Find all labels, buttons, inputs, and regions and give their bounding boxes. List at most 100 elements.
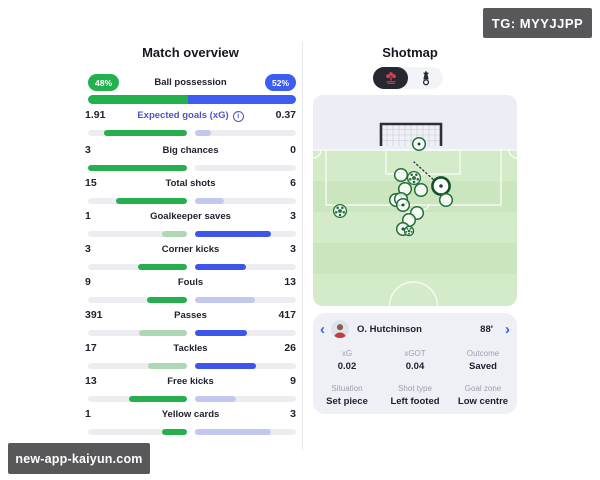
home-bar-fill bbox=[162, 429, 187, 435]
stat-value-away: 417 bbox=[278, 309, 296, 321]
team-toggle bbox=[373, 67, 443, 89]
stat-value-away: 13 bbox=[284, 276, 296, 288]
tottenham-hotspur-crest bbox=[422, 70, 429, 86]
stat-label: Yellow cards bbox=[161, 409, 220, 420]
stat-value-away: 0.37 bbox=[275, 109, 296, 121]
stat-row-goalkeeper-saves: 1 Goalkeeper saves 3 bbox=[85, 210, 296, 240]
stat-value-home: 13 bbox=[85, 375, 97, 387]
stat-label: Shot type bbox=[398, 384, 432, 393]
team-toggle-home[interactable] bbox=[373, 67, 408, 89]
info-icon[interactable]: i bbox=[232, 111, 244, 122]
shot-stat-goal-zone: Goal zone Low centre bbox=[451, 384, 515, 407]
stat-row-fouls: 9 Fouls 13 bbox=[85, 276, 296, 306]
home-bar-fill bbox=[128, 396, 187, 402]
home-bar-track bbox=[88, 297, 187, 303]
stat-label: Goalkeeper saves bbox=[150, 211, 231, 222]
home-bar-fill bbox=[147, 363, 187, 369]
away-bar-track bbox=[195, 198, 296, 204]
stat-label: xGOT bbox=[404, 349, 426, 358]
stat-label: Fouls bbox=[177, 277, 204, 288]
stat-label: Free kicks bbox=[167, 376, 214, 387]
tg-watermark-badge: TG: MYYJJPP bbox=[483, 8, 592, 38]
shot-marker[interactable] bbox=[393, 167, 409, 183]
stat-row-yellow-cards: 1 Yellow cards 3 bbox=[85, 408, 296, 438]
stat-value-home: 1.91 bbox=[85, 109, 106, 121]
possession-away-badge: 52% bbox=[265, 74, 296, 91]
away-bar-track bbox=[195, 330, 296, 336]
stat-label: Situation bbox=[331, 384, 363, 393]
away-bar-fill bbox=[195, 130, 212, 136]
chevron-right-icon[interactable]: › bbox=[505, 321, 510, 338]
stat-value: Set piece bbox=[326, 396, 368, 407]
home-bar-track bbox=[88, 165, 187, 171]
possession-label: Ball possession bbox=[154, 77, 227, 88]
stat-row-expected-goals: 1.91 Expected goals (xG) i 0.37 bbox=[85, 109, 296, 139]
away-bar-track bbox=[195, 165, 296, 171]
away-bar-fill bbox=[195, 231, 271, 237]
shot-stat-xgot: xGOT 0.04 bbox=[383, 349, 447, 372]
stat-value-home: 1 bbox=[85, 210, 91, 222]
chevron-left-icon[interactable]: ‹ bbox=[320, 321, 325, 338]
stat-value: Left footed bbox=[390, 396, 440, 407]
away-bar-fill bbox=[195, 264, 246, 270]
shot-marker-selected[interactable] bbox=[431, 176, 451, 196]
shot-detail-card: ‹ O. Hutchinson 88' › xG 0.02 xGOT 0.04 … bbox=[313, 313, 517, 414]
away-bar-track bbox=[195, 264, 296, 270]
away-bar-track bbox=[195, 231, 296, 237]
away-bar-track bbox=[195, 297, 296, 303]
stat-value-away: 3 bbox=[290, 243, 296, 255]
nottingham-forest-crest bbox=[385, 72, 396, 84]
stat-value-home: 1 bbox=[85, 408, 91, 420]
away-bar-fill bbox=[195, 396, 237, 402]
goal-marker[interactable] bbox=[332, 203, 348, 219]
goal-marker[interactable] bbox=[403, 225, 415, 237]
away-bar-track bbox=[195, 396, 296, 402]
home-bar-track bbox=[88, 363, 187, 369]
shot-stat-xg: xG 0.02 bbox=[315, 349, 379, 372]
pitch-lines bbox=[313, 149, 517, 306]
shot-marker[interactable] bbox=[411, 136, 427, 152]
panel-divider bbox=[302, 42, 303, 450]
stat-row-big-chances: 3 Big chances 0 bbox=[85, 144, 296, 174]
stat-value-home: 15 bbox=[85, 177, 97, 189]
stat-label: Big chances bbox=[162, 145, 219, 156]
home-bar-fill bbox=[146, 297, 187, 303]
shot-marker[interactable] bbox=[395, 197, 411, 213]
home-bar-fill bbox=[104, 130, 187, 136]
possession-away-segment bbox=[187, 95, 296, 104]
possession-home-badge: 48% bbox=[88, 74, 119, 91]
shot-marker[interactable] bbox=[413, 182, 429, 198]
home-bar-track bbox=[88, 330, 187, 336]
team-toggle-away[interactable] bbox=[408, 67, 443, 89]
home-bar-track bbox=[88, 396, 187, 402]
goal-marker[interactable] bbox=[406, 170, 422, 186]
shot-stat-shot-type: Shot type Left footed bbox=[383, 384, 447, 407]
stat-value-home: 3 bbox=[85, 243, 91, 255]
stat-value-away: 26 bbox=[284, 342, 296, 354]
stat-value-away: 6 bbox=[290, 177, 296, 189]
stat-label: Outcome bbox=[466, 349, 500, 358]
stat-value: 0.02 bbox=[337, 361, 357, 372]
stat-value-away: 0 bbox=[290, 144, 296, 156]
stat-label: Total shots bbox=[165, 178, 216, 189]
stat-label-text: Expected goals (xG) bbox=[137, 110, 229, 121]
shot-trajectory-line bbox=[413, 161, 437, 183]
player-avatar bbox=[331, 320, 349, 338]
away-bar-track bbox=[195, 429, 296, 435]
home-bar-fill bbox=[137, 264, 187, 270]
away-bar-fill bbox=[195, 429, 271, 435]
possession-bar bbox=[88, 95, 296, 104]
stat-value-home: 3 bbox=[85, 144, 91, 156]
away-bar-fill bbox=[195, 330, 248, 336]
stat-value-home: 17 bbox=[85, 342, 97, 354]
shot-marker[interactable] bbox=[438, 192, 454, 208]
away-bar-track bbox=[195, 363, 296, 369]
stat-label: Goal zone bbox=[464, 384, 502, 393]
shotmap-pitch bbox=[313, 95, 517, 306]
stat-value-home: 9 bbox=[85, 276, 91, 288]
stat-row-total-shots: 15 Total shots 6 bbox=[85, 177, 296, 207]
stat-label: Corner kicks bbox=[161, 244, 220, 255]
shotmap-title: Shotmap bbox=[382, 45, 438, 60]
shot-stat-outcome: Outcome Saved bbox=[451, 349, 515, 372]
